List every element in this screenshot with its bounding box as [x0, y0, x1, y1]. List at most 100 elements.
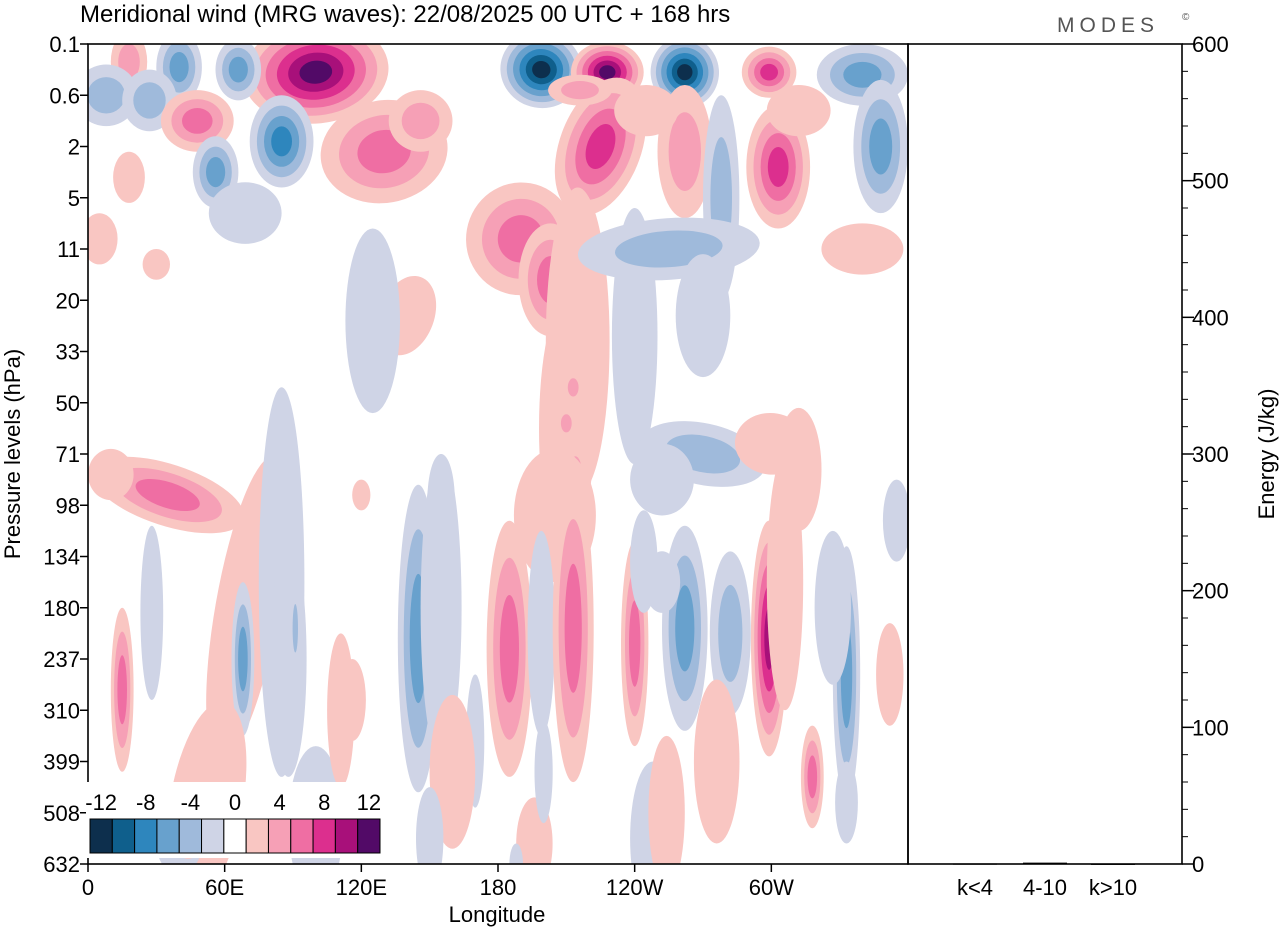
negative-wind-contour	[292, 604, 298, 653]
brand-copyright-mark: ©	[1182, 12, 1190, 23]
positive-wind-contour	[668, 112, 701, 191]
negative-wind-contour	[869, 118, 893, 175]
colorbar-label: 0	[229, 790, 241, 815]
axis-ticks: 0.1 0.6 2 5 11 20 33 50 71 98 134 180 237 310 399 508 63…	[43, 32, 794, 900]
modes-brand: MODES	[1057, 14, 1159, 37]
negative-wind-contour	[238, 626, 248, 692]
positive-wind-contour	[564, 563, 582, 693]
y-tick-label: 180	[43, 596, 80, 621]
negative-wind-contour	[534, 720, 553, 824]
energy-panel-frame	[907, 43, 1183, 865]
y-tick-label: 98	[56, 493, 80, 518]
energy-bars: 0 100 200 300 400 500 600 k<4 4-10 k>10	[953, 32, 1229, 900]
colorbar-swatch	[178, 818, 203, 854]
negative-wind-contour	[675, 585, 695, 672]
x-tick-label: 60E	[205, 875, 244, 900]
y-tick-label: 11	[57, 237, 80, 262]
positive-wind-contour	[614, 85, 678, 137]
y-tick-label: 5	[68, 186, 80, 211]
colorbar-label: 8	[318, 790, 330, 815]
colorbar: -12 -8 -4 0 4 8 12	[85, 782, 384, 858]
positive-wind-contour	[693, 679, 740, 844]
x-tick-label: 60W	[749, 875, 794, 900]
negative-wind-contour	[630, 443, 694, 516]
negative-wind-contour	[140, 525, 164, 701]
positive-wind-contour	[807, 755, 818, 799]
colorbar-swatch	[290, 818, 314, 854]
negative-wind-contour	[532, 60, 551, 79]
negative-wind-contour	[843, 61, 882, 88]
positive-wind-contour	[352, 479, 371, 511]
positive-wind-contour	[135, 478, 200, 512]
x-tick-label: 120W	[606, 875, 664, 900]
negative-wind-contour	[271, 126, 292, 157]
colorbar-label: 4	[273, 790, 285, 815]
colorbar-swatch	[156, 818, 180, 854]
x-tick-label: 0	[82, 875, 94, 900]
y-tick-label: 508	[43, 801, 80, 826]
positive-wind-contour	[88, 448, 134, 501]
positive-wind-contour	[142, 249, 170, 280]
negative-wind-contour	[416, 787, 444, 864]
colorbar-label: -12	[85, 790, 117, 815]
energy-tick-label: 0	[1192, 852, 1204, 877]
y-tick-label: 50	[56, 391, 80, 416]
colorbar-swatch	[89, 818, 113, 854]
y-tick-label: 237	[43, 647, 80, 672]
colorbar-label: -4	[181, 790, 201, 815]
negative-wind-contour	[133, 82, 166, 119]
colorbar-label: 12	[357, 790, 381, 815]
negative-wind-contour	[718, 584, 743, 682]
positive-wind-contour	[299, 60, 333, 84]
negative-wind-contour	[527, 530, 555, 736]
positive-wind-contour	[585, 124, 616, 169]
negative-wind-contour	[835, 761, 858, 844]
negative-wind-contour	[643, 551, 681, 613]
positive-wind-contour	[182, 108, 213, 134]
energy-tick-label: 500	[1192, 169, 1229, 194]
positive-wind-contour	[113, 151, 145, 203]
positive-wind-contour	[499, 595, 519, 703]
positive-wind-contour	[876, 623, 904, 726]
energy-category-label: k>10	[1089, 875, 1137, 900]
negative-wind-contour	[814, 530, 851, 685]
y-tick-label: 71	[56, 442, 80, 467]
positive-wind-contour	[327, 633, 355, 788]
energy-axis-label: Energy (J/kg)	[1254, 389, 1279, 520]
positive-wind-contour	[821, 223, 904, 275]
energy-category-label: k<4	[957, 875, 993, 900]
negative-wind-contour	[675, 254, 731, 378]
colorbar-swatch	[223, 818, 247, 854]
y-tick-label: 0.1	[49, 32, 80, 57]
colorbar-swatch	[334, 818, 359, 854]
positive-wind-contour	[561, 81, 599, 100]
x-tick-label: 120E	[336, 875, 387, 900]
x-tick-label: 180	[480, 875, 517, 900]
energy-tick-label: 400	[1192, 305, 1229, 330]
negative-wind-contour	[270, 541, 307, 777]
colorbar-swatch	[312, 818, 336, 854]
negative-wind-contour	[882, 479, 908, 562]
energy-bar	[1091, 863, 1135, 865]
y-tick-label: 0.6	[49, 83, 80, 108]
negative-wind-contour	[208, 182, 282, 244]
y-tick-label: 310	[43, 698, 80, 723]
energy-bar	[1023, 862, 1067, 864]
positive-wind-contour	[599, 65, 616, 80]
colorbar-swatch	[267, 818, 292, 854]
positive-wind-contour	[560, 414, 572, 433]
y-tick-label: 134	[43, 545, 80, 570]
negative-wind-contour	[88, 77, 126, 114]
wind-field	[88, 44, 908, 864]
negative-wind-contour	[169, 52, 189, 83]
energy-category-label: 4-10	[1023, 875, 1067, 900]
y-tick-label: 20	[56, 288, 80, 313]
positive-wind-contour	[766, 85, 831, 137]
energy-tick-label: 200	[1192, 579, 1229, 604]
positive-wind-contour	[567, 378, 579, 397]
colorbar-swatch	[245, 818, 269, 854]
positive-wind-contour	[629, 600, 641, 687]
y-tick-label: 33	[56, 340, 80, 365]
negative-wind-contour	[677, 64, 693, 81]
